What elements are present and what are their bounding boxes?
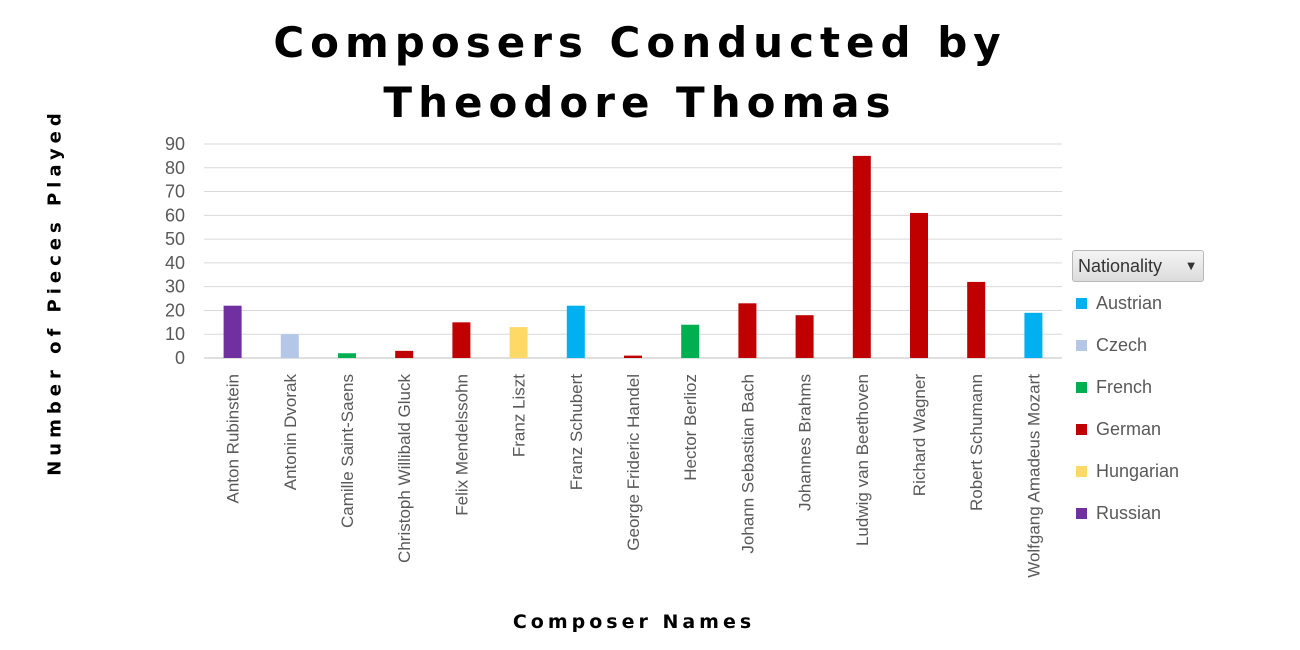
- legend-item: Russian: [1076, 503, 1161, 523]
- bar[interactable]: [681, 324, 700, 358]
- x-tick-label: Camille Saint-Saens: [338, 374, 357, 528]
- x-tick-label: Johann Sebastian Bach: [738, 374, 757, 554]
- chart-title-line-1: Composers Conducted by: [273, 18, 1007, 67]
- y-tick-label: 0: [175, 348, 185, 368]
- x-axis-title: Composer Names: [512, 611, 756, 633]
- x-tick-label: Franz Liszt: [510, 374, 529, 457]
- y-tick-label: 70: [165, 182, 185, 202]
- bar[interactable]: [795, 315, 814, 358]
- x-tick-label: Robert Schumann: [967, 374, 986, 511]
- legend-item: Austrian: [1076, 293, 1162, 313]
- y-tick-label: 10: [165, 324, 185, 344]
- bar[interactable]: [452, 322, 471, 358]
- legend-swatch: [1076, 297, 1087, 309]
- bar[interactable]: [967, 281, 986, 358]
- x-tick-label: George Frideric Handel: [624, 374, 643, 551]
- y-tick-label: 50: [165, 229, 185, 249]
- y-tick-labels: 0 10 20 30 40 50 60 70 80 90: [165, 134, 185, 368]
- y-tick-label: 90: [165, 134, 185, 154]
- gridlines: [204, 143, 1062, 359]
- x-tick-labels: Anton Rubinstein Antonin Dvorak Camille Sa…: [224, 374, 1044, 578]
- legend-label: German: [1096, 418, 1162, 439]
- legend-label: French: [1096, 376, 1153, 397]
- y-tick-label: 80: [165, 158, 185, 178]
- legend-label: Russian: [1096, 502, 1162, 523]
- y-tick-label: 60: [165, 205, 185, 225]
- dropdown-arrow-icon: ▼: [1187, 260, 1195, 272]
- legend: Nationality ▼ Austrian Czech French German H…: [1072, 250, 1208, 523]
- y-tick-label: 30: [165, 277, 185, 297]
- x-tick-label: Johannes Brahms: [796, 374, 815, 511]
- legend-label: Hungarian: [1096, 460, 1180, 481]
- bar[interactable]: [566, 305, 585, 358]
- bar[interactable]: [509, 327, 528, 358]
- legend-swatch: [1076, 381, 1087, 393]
- bar[interactable]: [223, 305, 242, 358]
- x-tick-label: Wolfgang Amadeus Mozart: [1024, 374, 1043, 578]
- legend-swatch: [1076, 465, 1087, 477]
- x-tick-label: Franz Schubert: [567, 374, 586, 490]
- bars: [223, 155, 1043, 358]
- x-tick-label: Hector Berlioz: [681, 374, 700, 481]
- legend-label: Czech: [1096, 334, 1148, 355]
- legend-swatch: [1076, 507, 1087, 519]
- chart-title-line-2: Theodore Thomas: [383, 78, 897, 127]
- legend-swatch: [1076, 423, 1087, 435]
- legend-item: German: [1076, 419, 1161, 439]
- bar[interactable]: [395, 350, 414, 358]
- bar[interactable]: [280, 334, 299, 358]
- bar[interactable]: [624, 355, 642, 358]
- legend-swatch: [1076, 339, 1087, 351]
- nationality-filter-dropdown[interactable]: Nationality ▼: [1072, 250, 1204, 282]
- y-tick-label: 40: [165, 253, 185, 273]
- legend-item: French: [1076, 377, 1152, 397]
- x-tick-label: Richard Wagner: [910, 374, 929, 497]
- x-tick-label: Ludwig van Beethoven: [853, 374, 872, 546]
- x-tick-label: Anton Rubinstein: [224, 374, 243, 503]
- bar[interactable]: [738, 303, 757, 358]
- legend-label: Austrian: [1096, 292, 1163, 313]
- bar[interactable]: [338, 353, 356, 358]
- bar[interactable]: [852, 155, 871, 358]
- bar[interactable]: [910, 212, 928, 358]
- x-tick-label: Felix Mendelssohn: [452, 374, 471, 516]
- legend-item: Czech: [1076, 335, 1147, 355]
- legend-item: Hungarian: [1076, 461, 1179, 481]
- y-tick-label: 20: [165, 300, 185, 320]
- x-tick-label: Antonin Dvorak: [281, 374, 300, 491]
- x-tick-label: Christoph Willibald Gluck: [395, 374, 414, 563]
- bar[interactable]: [1024, 312, 1043, 358]
- legend-title: Nationality: [1078, 255, 1163, 276]
